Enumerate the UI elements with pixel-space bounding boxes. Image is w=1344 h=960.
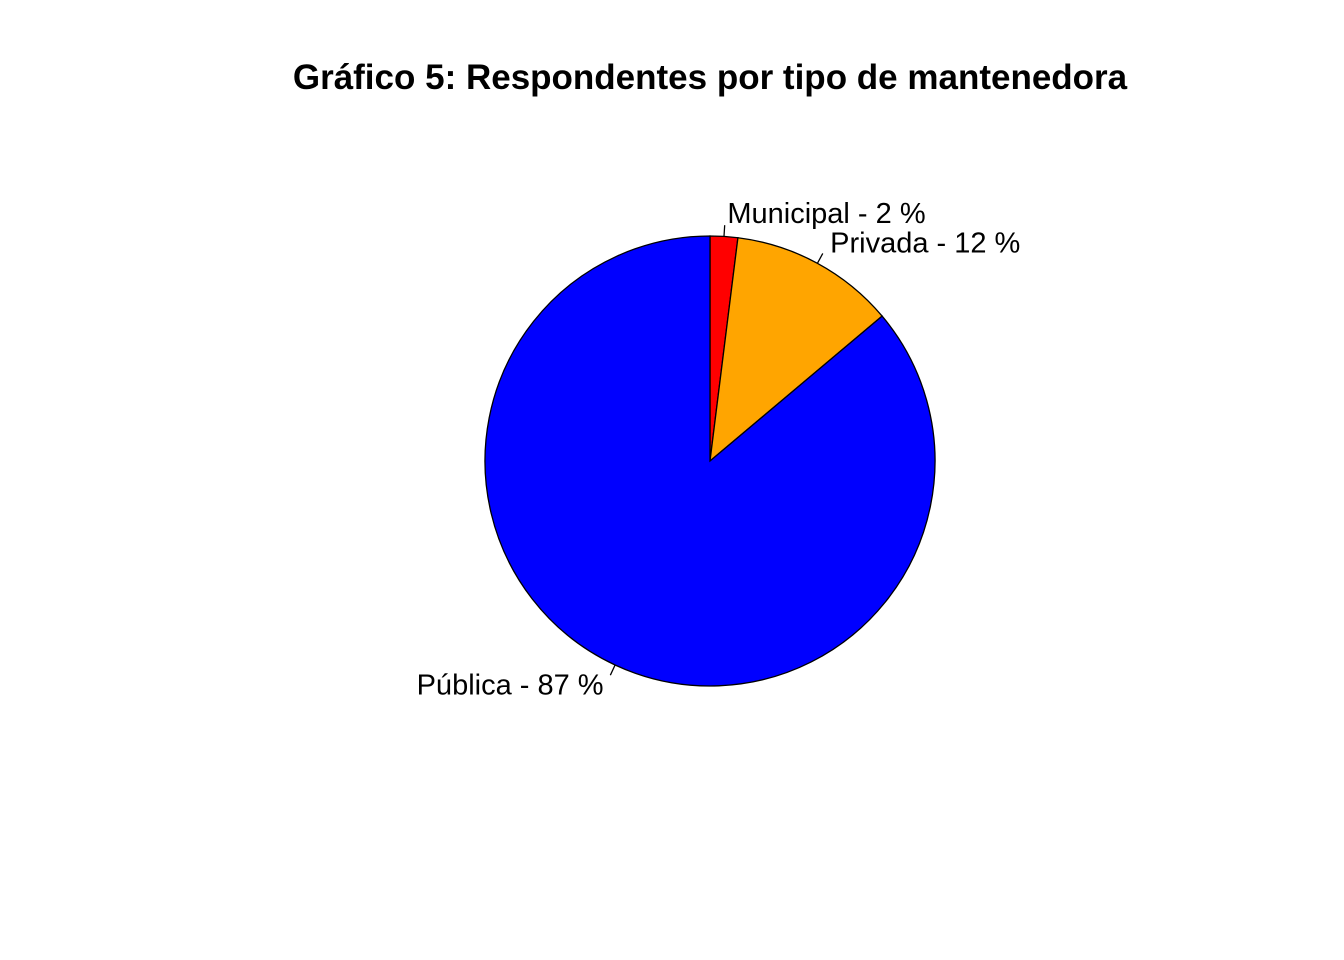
label-tick: [816, 253, 824, 264]
chart-title: Gráfico 5: Respondentes por tipo de mant…: [292, 58, 1128, 97]
slice-label: Municipal - 2 %: [727, 198, 925, 230]
pie-labels: Municipal - 2 %Privada - 12 % Pública - 8…: [417, 198, 1021, 701]
label-tick: [723, 225, 726, 237]
slice-label: Pública - 87 %: [417, 669, 604, 701]
slice-label: Privada - 12 %: [830, 228, 1020, 260]
pie-slice-privada: [709, 237, 884, 463]
pie-slices: [484, 235, 936, 687]
label-tick: [609, 664, 616, 676]
